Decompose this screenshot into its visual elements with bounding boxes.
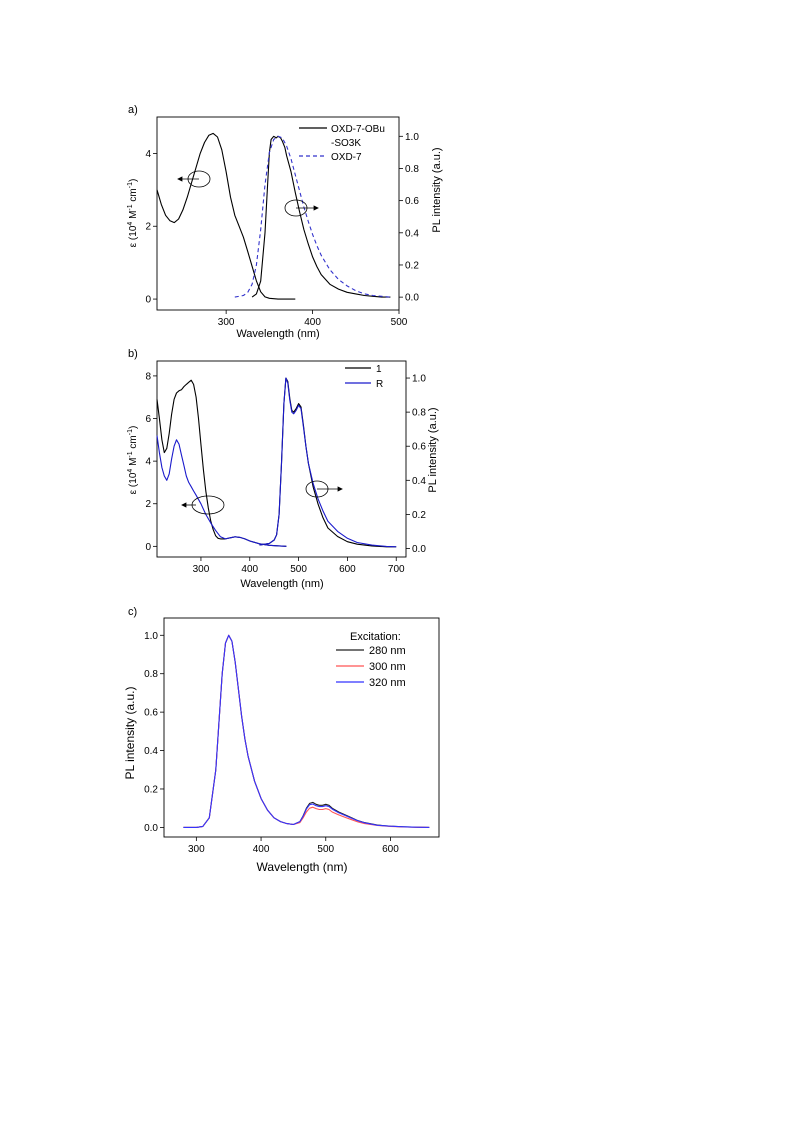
- legend-label-280nm: 280 nm: [369, 645, 406, 657]
- panel-label-c: c): [128, 606, 137, 618]
- x-axis-label-a: Wavelength (nm): [236, 328, 319, 340]
- plot-frame-b: [156, 360, 407, 558]
- y-left-tick-label-b-4: 8: [145, 371, 151, 382]
- x-tick-label-b-4: 700: [388, 564, 405, 575]
- y-right-tick-label-b-2: 0.4: [412, 476, 426, 487]
- y-left-tick-label-c-4: 0.8: [144, 669, 158, 680]
- y-axis-left-b: 0 2 4 6 8: [145, 371, 157, 553]
- legend-label-300nm: 300 nm: [369, 661, 406, 673]
- x-tick-label-c-2: 500: [317, 844, 334, 855]
- panel-label-b: b): [128, 348, 138, 360]
- y-axis-left-c: 0.0 0.2 0.4 0.6 0.8 1.0: [144, 631, 164, 834]
- x-axis-b: 300 400 500 600 700: [193, 557, 405, 575]
- legend-a: OXD-7-OBu -SO3K OXD-7: [299, 124, 385, 163]
- legend-c: Excitation: 280 nm 300 nm 320 nm: [336, 631, 406, 689]
- y-left-tick-label-c-5: 1.0: [144, 631, 158, 642]
- series-group-c: [183, 634, 430, 828]
- panel-label-a: a): [128, 104, 138, 116]
- y-left-tick-label-c-1: 0.2: [144, 784, 158, 795]
- y-left-tick-label-b-1: 2: [145, 499, 151, 510]
- y-right-tick-label-b-3: 0.6: [412, 442, 426, 453]
- x-tick-label-b-3: 600: [339, 564, 356, 575]
- legend-label-oxd7-obu: OXD-7-OBu: [331, 124, 385, 135]
- plot-frame-a: [156, 116, 400, 311]
- y-right-tick-label-b-5: 1.0: [412, 374, 426, 385]
- chart-panel-c: c) 300 400 500 600 0.0 0.2 0.4 0.6 0.8 1.0 Wavel…: [123, 606, 440, 874]
- legend-title-c: Excitation:: [350, 631, 401, 643]
- y-left-tick-label-b-0: 0: [145, 542, 151, 553]
- y-axis-right-label-a: PL intensity (a.u.): [431, 147, 443, 232]
- y-right-tick-label-a-4: 0.8: [405, 164, 419, 175]
- left-axis-indicator-a: [177, 170, 211, 188]
- y-axis-left-label-c: PL intensity (a.u.): [123, 687, 137, 780]
- legend-label-oxd7: OXD-7: [331, 152, 362, 163]
- y-left-tick-label-b-3: 6: [145, 414, 151, 425]
- y-right-tick-label-b-0: 0.0: [412, 544, 426, 555]
- y-axis-left-label-a: ε (104 M-1 cm-1): [127, 179, 139, 248]
- y-left-tick-label-c-2: 0.4: [144, 746, 158, 757]
- y-left-tick-label-c-3: 0.6: [144, 708, 158, 719]
- x-axis-label-c: Wavelength (nm): [257, 860, 348, 874]
- y-right-tick-label-a-0: 0.0: [405, 293, 419, 304]
- y-left-tick-label-a-1: 2: [145, 222, 151, 233]
- x-axis-a: 300 400 500: [218, 310, 408, 328]
- y-axis-left-label-b: ε (104 M-1 cm-1): [127, 426, 139, 495]
- x-tick-label-a-0: 300: [218, 317, 235, 328]
- right-axis-indicator-b: [305, 480, 343, 498]
- legend-label-1: 1: [376, 364, 382, 375]
- series-line-a-2: [234, 135, 391, 298]
- x-tick-label-b-2: 500: [290, 564, 307, 575]
- x-tick-label-c-0: 300: [188, 844, 205, 855]
- y-axis-right-a: 0.0 0.2 0.4 0.6 0.8 1.0: [399, 132, 419, 304]
- y-axis-right-label-b: PL intensity (a.u.): [427, 407, 439, 492]
- y-axis-left-a: 0 2 4: [145, 149, 157, 306]
- series-line-a-1: [251, 135, 391, 298]
- series-line-b-3: [259, 377, 397, 548]
- legend-label-so3k: -SO3K: [331, 138, 361, 149]
- y-right-tick-label-a-3: 0.6: [405, 196, 419, 207]
- y-left-tick-label-c-0: 0.0: [144, 823, 158, 834]
- series-line-a-0: [156, 132, 296, 300]
- y-left-tick-label-a-2: 4: [145, 149, 151, 160]
- legend-label-r: R: [376, 379, 383, 390]
- left-axis-indicator-b: [181, 495, 225, 515]
- y-axis-right-b: 0.0 0.2 0.4 0.6 0.8 1.0: [406, 374, 426, 555]
- y-right-tick-label-b-1: 0.2: [412, 510, 426, 521]
- x-tick-label-a-2: 500: [391, 317, 408, 328]
- legend-label-320nm: 320 nm: [369, 677, 406, 689]
- y-right-tick-label-a-5: 1.0: [405, 132, 419, 143]
- x-axis-c: 300 400 500 600: [188, 837, 399, 855]
- x-tick-label-b-1: 400: [241, 564, 258, 575]
- x-tick-label-c-1: 400: [253, 844, 270, 855]
- right-axis-indicator-a: [284, 199, 319, 217]
- chart-panel-a: a) 300 400 500 0 2 4 0.0 0.2 0.4 0.6 0.8 1.0 Wave…: [127, 104, 443, 340]
- y-right-tick-label-b-4: 0.8: [412, 408, 426, 419]
- y-left-tick-label-a-0: 0: [145, 295, 151, 306]
- chart-panel-b: b) 300 400 500 600 700 0 2 4 6 8 0.0 0.2 0.4 0.6 0.8…: [127, 348, 439, 590]
- legend-b: 1 R: [345, 364, 383, 390]
- x-axis-label-b: Wavelength (nm): [240, 578, 323, 590]
- x-tick-label-a-1: 400: [304, 317, 321, 328]
- series-line-c-2: [183, 634, 430, 828]
- series-group-a: [156, 132, 391, 300]
- y-right-tick-label-a-2: 0.4: [405, 228, 419, 239]
- series-line-b-1: [156, 435, 287, 547]
- series-line-b-0: [156, 379, 287, 547]
- x-tick-label-b-0: 300: [193, 564, 210, 575]
- y-left-tick-label-b-2: 4: [145, 457, 151, 468]
- plot-frame-c: [163, 617, 440, 838]
- y-right-tick-label-a-1: 0.2: [405, 260, 419, 271]
- series-group-b: [156, 377, 397, 548]
- x-tick-label-c-3: 600: [382, 844, 399, 855]
